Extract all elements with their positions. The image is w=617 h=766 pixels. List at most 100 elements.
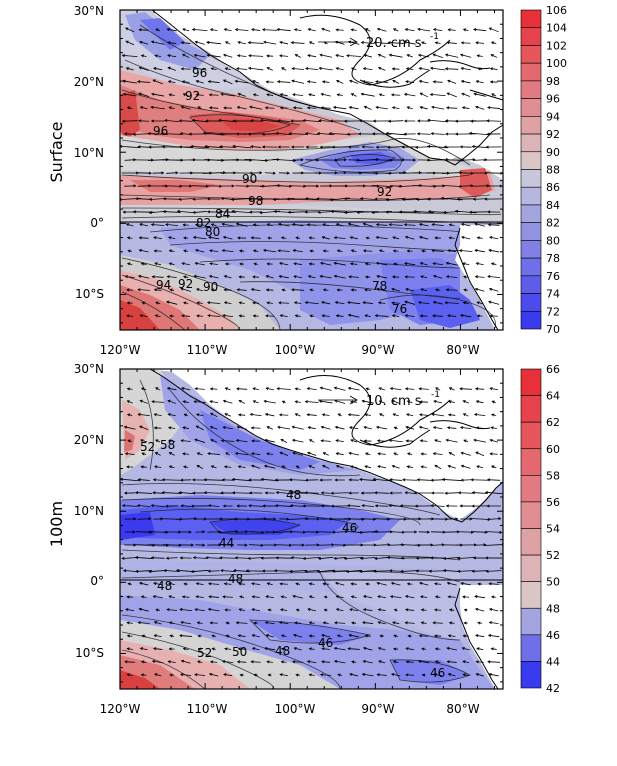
lon-label: 80°W bbox=[446, 343, 479, 357]
colorbar-swatch bbox=[521, 99, 541, 117]
colorbar-swatch bbox=[521, 223, 541, 241]
colorbar-label: 46 bbox=[546, 629, 560, 642]
colorbar-swatch bbox=[521, 28, 541, 46]
colorbar-swatch bbox=[521, 294, 541, 312]
colorbar-label: 74 bbox=[546, 288, 560, 301]
current-vector bbox=[376, 506, 389, 507]
contour-label: 96 bbox=[192, 66, 207, 80]
lat-label: 0° bbox=[90, 216, 104, 230]
current-vector bbox=[459, 532, 473, 533]
colorbar-swatch bbox=[521, 555, 541, 582]
surface-lat-labels: 30°N 20°N 10°N 0° 10°S bbox=[74, 4, 104, 301]
contour-label: 94 bbox=[156, 278, 171, 292]
colorbar-swatch bbox=[521, 502, 541, 529]
colorbar-label: 70 bbox=[546, 323, 560, 336]
current-vector bbox=[162, 186, 182, 187]
contour-label: 90 bbox=[242, 172, 257, 186]
contour-label: 78 bbox=[372, 279, 387, 293]
current-vector bbox=[374, 571, 390, 572]
100m-lon-labels: 120°W 110°W 100°W 90°W 80°W bbox=[100, 702, 480, 716]
colorbar-label: 50 bbox=[546, 576, 560, 589]
contour-label: 46 bbox=[430, 666, 445, 680]
colorbar-swatch bbox=[521, 240, 541, 258]
panel-100m: 10. cm s -1 52 58 48 46 44 48 48 46 52 5… bbox=[47, 362, 560, 716]
colorbar-label: 64 bbox=[546, 390, 560, 403]
colorbar-swatch bbox=[521, 170, 541, 188]
contour-label: 44 bbox=[219, 536, 234, 550]
contour-label: 48 bbox=[275, 644, 290, 658]
lon-label: 110°W bbox=[187, 343, 228, 357]
colorbar-label: 106 bbox=[546, 4, 567, 17]
colorbar-swatch bbox=[521, 205, 541, 223]
contour-label: 46 bbox=[318, 636, 333, 650]
colorbar-label: 48 bbox=[546, 602, 560, 615]
colorbar-label: 100 bbox=[546, 57, 567, 70]
surface-side-label: Surface bbox=[47, 122, 66, 183]
lat-label: 10°S bbox=[75, 646, 104, 660]
colorbar-label: 62 bbox=[546, 416, 560, 429]
colorbar-label: 102 bbox=[546, 39, 567, 52]
contour-label: 50 bbox=[232, 645, 247, 659]
current-vector bbox=[222, 480, 233, 481]
contour-label: 92 bbox=[178, 277, 193, 291]
colorbar-label: 66 bbox=[546, 363, 560, 376]
contour-label: 90 bbox=[203, 280, 218, 294]
colorbar-label: 60 bbox=[546, 443, 560, 456]
colorbar-swatch bbox=[521, 187, 541, 205]
colorbar-swatch bbox=[521, 134, 541, 152]
lat-label: 10°S bbox=[75, 287, 104, 301]
contour-label: 52 bbox=[140, 440, 155, 454]
lon-label: 80°W bbox=[446, 702, 479, 716]
colorbar-label: 42 bbox=[546, 682, 560, 695]
contour-label: 92 bbox=[185, 89, 200, 103]
colorbar-label: 88 bbox=[546, 164, 560, 177]
colorbar-swatch bbox=[521, 396, 541, 423]
contour-label: 48 bbox=[157, 579, 172, 593]
colorbar-swatch bbox=[521, 369, 541, 396]
lon-label: 90°W bbox=[361, 702, 394, 716]
contour-label: 48 bbox=[228, 572, 243, 586]
panel-surface: 20. cm s -1 96 92 96 90 92 98 84 82 80 7… bbox=[47, 4, 567, 357]
current-vector bbox=[471, 480, 489, 481]
colorbar-swatch bbox=[521, 475, 541, 502]
colorbar-swatch bbox=[521, 661, 541, 688]
current-vector bbox=[390, 571, 402, 572]
lat-label: 0° bbox=[90, 574, 104, 588]
100m-side-label: 100m bbox=[47, 501, 66, 547]
100m-lat-labels: 30°N 20°N 10°N 0° 10°S bbox=[74, 362, 104, 660]
colorbar-label: 86 bbox=[546, 181, 560, 194]
colorbar-label: 98 bbox=[546, 75, 560, 88]
colorbar-swatch bbox=[521, 63, 541, 81]
current-vector bbox=[418, 134, 431, 135]
100m-reference-label: 10. cm s bbox=[366, 394, 422, 409]
colorbar-swatch bbox=[521, 449, 541, 476]
contour-label: 58 bbox=[160, 438, 175, 452]
colorbar-label: 72 bbox=[546, 305, 560, 318]
contour-label: 96 bbox=[153, 124, 168, 138]
colorbar-label: 92 bbox=[546, 128, 560, 141]
colorbar-label: 76 bbox=[546, 270, 560, 283]
100m-reference-exponent: -1 bbox=[431, 390, 440, 400]
colorbar-label: 90 bbox=[546, 146, 560, 159]
surface-reference-exponent: -1 bbox=[430, 32, 439, 42]
colorbar-label: 56 bbox=[546, 496, 560, 509]
colorbar-swatch bbox=[521, 258, 541, 276]
colorbar-swatch bbox=[521, 45, 541, 63]
surface-lon-labels: 120°W 110°W 100°W 90°W 80°W bbox=[100, 343, 480, 357]
colorbar-swatch bbox=[521, 116, 541, 134]
current-vector bbox=[220, 558, 236, 559]
contour-label: 80 bbox=[205, 225, 220, 239]
colorbar-swatch bbox=[521, 422, 541, 449]
contour-label: 46 bbox=[342, 521, 357, 535]
current-vector bbox=[279, 303, 289, 304]
contour-label: 98 bbox=[248, 194, 263, 208]
lat-label: 10°N bbox=[74, 504, 104, 518]
lat-label: 10°N bbox=[74, 146, 104, 160]
lon-label: 120°W bbox=[100, 343, 141, 357]
lon-label: 90°W bbox=[361, 343, 394, 357]
colorbar-label: 54 bbox=[546, 523, 560, 536]
lon-label: 100°W bbox=[275, 343, 316, 357]
surface-colorbar: 1061041021009896949290888684828078767472… bbox=[521, 4, 567, 336]
lat-label: 30°N bbox=[74, 4, 104, 18]
